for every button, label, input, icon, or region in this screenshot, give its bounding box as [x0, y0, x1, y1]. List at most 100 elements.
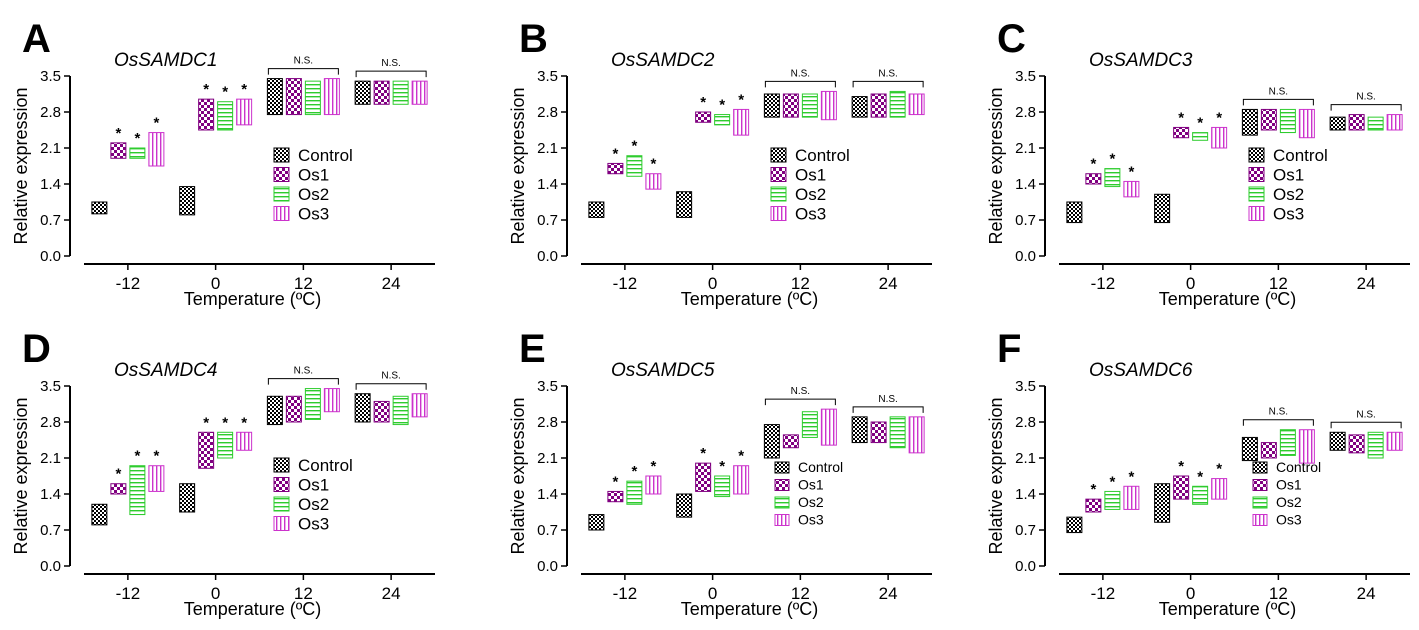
significance-star: * — [203, 414, 209, 431]
significance-star: * — [153, 115, 159, 132]
x-tick-label: -12 — [116, 274, 141, 293]
box-os2 — [129, 465, 146, 516]
legend-label-os1: Os1 — [1276, 477, 1302, 493]
y-tick-label: 0.7 — [40, 212, 61, 229]
x-axis-label: Temperature (ºC) — [1159, 289, 1297, 309]
y-tick-label: 0.0 — [537, 558, 558, 575]
box-control — [179, 186, 196, 216]
significance-star: * — [115, 466, 121, 483]
y-tick-label: 0.0 — [537, 248, 558, 265]
significance-star: * — [650, 156, 656, 173]
panel-letter: F — [997, 327, 1021, 371]
ns-bracket — [1242, 419, 1314, 426]
panel-letter: A — [22, 17, 51, 61]
y-tick-label: 0.7 — [40, 522, 61, 539]
panel-b: B OsSAMDC2 0.0 0.7 1.4 2.1 2.8 3.5 Relative expr… — [508, 17, 932, 309]
x-tick-label: 0 — [211, 274, 220, 293]
x-tick-label: 24 — [879, 584, 898, 603]
box-os1 — [607, 490, 624, 503]
legend-swatch-os1 — [273, 167, 290, 182]
box-os3 — [733, 465, 750, 495]
significance-star: * — [134, 130, 140, 147]
y-axis-label: Relative expression — [986, 87, 1006, 244]
box-os1 — [1173, 475, 1190, 500]
box-control — [851, 416, 868, 444]
box-os2 — [217, 101, 234, 131]
panel-f: F OsSAMDC6 0.0 0.7 1.4 2.1 2.8 3.5 Relative expr… — [986, 327, 1410, 619]
significance-star: * — [700, 94, 706, 111]
box-os2 — [889, 90, 906, 118]
significance-star: * — [1090, 481, 1096, 498]
panel-c: C OsSAMDC3 0.0 0.7 1.4 2.1 2.8 3.5 Relative expr… — [986, 17, 1410, 309]
ns-bracket — [852, 406, 924, 413]
significance-star: * — [1216, 109, 1222, 126]
box-control — [266, 78, 283, 116]
box-os3 — [1123, 485, 1140, 510]
ns-bracket — [764, 80, 836, 88]
legend-label-control: Control — [1276, 459, 1321, 475]
box-os1 — [695, 462, 712, 492]
legend-label-control: Control — [795, 146, 850, 165]
legend-swatch-os3 — [1252, 514, 1268, 526]
x-tick-label: 24 — [879, 274, 898, 293]
box-os2 — [304, 388, 321, 420]
y-tick-label: 1.4 — [40, 176, 61, 193]
box-os1 — [198, 431, 215, 469]
box-os1 — [198, 98, 215, 131]
legend-swatch-os2 — [774, 496, 790, 509]
box-os1 — [607, 162, 624, 175]
box-os3 — [411, 80, 428, 105]
significance-star: * — [1178, 109, 1184, 126]
box-os3 — [1123, 180, 1140, 198]
y-tick-label: 3.5 — [40, 68, 61, 85]
y-tick-label: 0.7 — [537, 522, 558, 539]
gene-title: OsSAMDC4 — [114, 360, 217, 381]
legend-label-os3: Os3 — [298, 205, 329, 224]
ns-label: N.S. — [1269, 86, 1288, 97]
significance-star: * — [719, 458, 725, 475]
y-tick-label: 1.4 — [537, 486, 558, 503]
legend-label-os3: Os3 — [298, 515, 329, 534]
x-tick-label: -12 — [613, 584, 638, 603]
legend-swatch-os2 — [1252, 496, 1268, 509]
box-os2 — [1367, 116, 1384, 131]
x-axis-label: Temperature (ºC) — [184, 599, 322, 619]
y-tick-label: 0.7 — [1015, 212, 1036, 229]
legend-swatch-os3 — [273, 516, 290, 531]
legend-label-os3: Os3 — [1273, 205, 1304, 224]
y-axis-label: Relative expression — [508, 87, 528, 244]
box-os2 — [626, 480, 643, 505]
legend-label-os1: Os1 — [298, 166, 329, 185]
x-tick-label: 0 — [211, 584, 220, 603]
x-tick-label: 12 — [791, 274, 810, 293]
legend-swatch-control — [770, 147, 787, 163]
y-tick-label: 2.1 — [1015, 140, 1036, 157]
box-os1 — [1173, 126, 1190, 139]
legend-label-os2: Os2 — [1273, 185, 1304, 204]
x-tick-label: -12 — [1091, 584, 1116, 603]
box-control — [1241, 108, 1258, 136]
box-os3 — [733, 108, 750, 136]
box-os2 — [129, 147, 146, 159]
x-tick-label: 12 — [1269, 274, 1288, 293]
y-tick-label: 1.4 — [537, 176, 558, 193]
x-axis-label: Temperature (ºC) — [1159, 599, 1297, 619]
x-tick-label: 24 — [1357, 274, 1376, 293]
box-os3 — [908, 93, 925, 116]
box-os1 — [1085, 173, 1102, 185]
legend-swatch-control — [273, 457, 290, 473]
y-tick-label: 2.1 — [40, 450, 61, 467]
y-axis-label: Relative expression — [11, 87, 31, 244]
box-os3 — [411, 393, 428, 418]
y-tick-label: 2.8 — [1015, 414, 1036, 431]
box-os3 — [148, 132, 165, 167]
y-axis-label: Relative expression — [11, 397, 31, 554]
y-tick-label: 0.0 — [40, 248, 61, 265]
significance-star: * — [700, 445, 706, 462]
significance-star: * — [241, 81, 247, 98]
box-os3 — [236, 98, 253, 126]
legend-swatch-control — [1248, 147, 1265, 163]
y-tick-label: 2.1 — [537, 140, 558, 157]
y-tick-label: 3.5 — [537, 68, 558, 85]
box-control — [763, 93, 780, 118]
